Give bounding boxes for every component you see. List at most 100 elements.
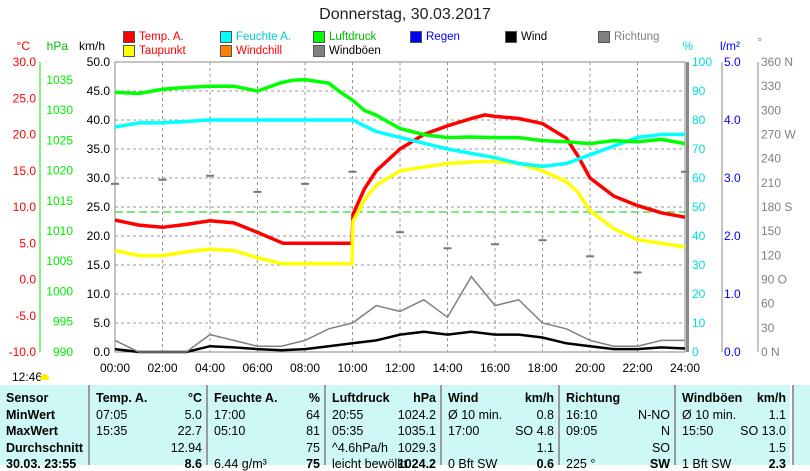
table-cell: Ø 10 min. <box>448 407 503 422</box>
rain-tick: 0.0 <box>724 345 741 359</box>
wind-tick: 15.0 <box>87 258 111 272</box>
pressure-tick: 1025 <box>46 133 73 147</box>
temp-tick: 5.0 <box>19 236 36 250</box>
table-cell: SO 4.8 <box>515 424 554 438</box>
direction-mark <box>158 178 167 181</box>
legend-swatch <box>313 45 325 57</box>
direction-tick: 240 <box>761 152 781 166</box>
series-line-3 <box>114 77 686 146</box>
table-cell: 15:35 <box>96 424 128 438</box>
direction-tick: 360 N <box>761 55 793 69</box>
table-cell: 20:55 <box>332 407 364 422</box>
legend-label: Taupunkt <box>139 45 186 57</box>
legend-label: Wind <box>521 31 548 43</box>
time-tick: 12:00 <box>385 361 415 375</box>
stats-table: Sensor MinWert MaxWert Durchschnitt 30.03. 2… <box>0 385 792 471</box>
table-cell: 22.7 <box>177 424 202 438</box>
rain-tick: 1.0 <box>724 287 741 301</box>
table-cell: 0 Bft SW <box>448 457 498 471</box>
table-cell: MaxWert <box>6 424 58 438</box>
table-cell: MinWert <box>6 407 56 422</box>
time-tick: 06:00 <box>242 361 272 375</box>
legend-item: Taupunkt <box>123 45 186 57</box>
table-cell: ^4.6hPa/h <box>332 440 388 455</box>
table-cell: 1.1 <box>768 407 786 422</box>
table-cell: 17:00 <box>214 407 246 422</box>
direction-mark <box>586 255 594 258</box>
legend-label: Feuchte A. <box>236 31 291 43</box>
humidity-tick: 60 <box>692 171 706 185</box>
wind-tick: 35.0 <box>87 142 111 156</box>
table-cell: 75 <box>306 457 320 471</box>
humidity-unit: % <box>682 39 693 53</box>
legend-item: Wind <box>505 31 547 43</box>
wind-tick: 45.0 <box>87 84 111 98</box>
direction-unit: ° <box>757 35 762 49</box>
table-cell: 30.03. 23:55 <box>6 457 77 471</box>
table-cell: 75 <box>306 440 320 455</box>
table-cell: 8.6 <box>184 457 202 471</box>
direction-tick: 270 W <box>761 128 796 142</box>
legend-label: Regen <box>426 31 460 43</box>
scrollbar[interactable] <box>792 385 810 465</box>
sun-icon <box>40 374 49 380</box>
direction-mark <box>396 231 404 234</box>
humidity-tick: 90 <box>692 84 706 98</box>
temp-tick: 10.0 <box>13 200 37 214</box>
wind-tick: 25.0 <box>87 200 111 214</box>
rain-tick: 2.0 <box>724 229 741 243</box>
legend-item: Windchill <box>220 45 282 57</box>
wind-tick: 20.0 <box>87 229 111 243</box>
table-cell: Durchschnitt <box>6 440 84 455</box>
humidity-tick: 20 <box>692 287 706 301</box>
direction-tick: 330 <box>761 79 781 93</box>
time-tick: 24:00 <box>670 361 700 375</box>
table-cell: 16:10 <box>566 407 598 422</box>
table-column: Sensor MinWert MaxWert Durchschnitt 30.03. 2… <box>0 385 88 471</box>
direction-mark <box>348 170 357 173</box>
table-column: Luftdruck hPa 20:55 1024.2 05:35 1035.1 ^4.6hP… <box>324 385 442 471</box>
table-cell: km/h <box>524 391 554 405</box>
table-cell: 1029.3 <box>397 440 436 455</box>
wind-tick: 30.0 <box>87 171 111 185</box>
table-column: Windböen km/h Ø 10 min. 1.1 15:50 SO 13.0 1.5 1… <box>674 385 792 471</box>
time-tick: 18:00 <box>527 361 557 375</box>
table-cell: Feuchte A. <box>214 391 278 405</box>
legend-swatch <box>505 31 517 43</box>
table-cell: 12.94 <box>170 440 202 455</box>
table-cell: 225 ° <box>566 457 596 471</box>
time-tick: 00:00 <box>100 361 130 375</box>
rain-tick: 4.0 <box>724 113 741 127</box>
time-tick: 22:00 <box>622 361 652 375</box>
direction-mark <box>633 271 642 274</box>
pressure-tick: 1005 <box>46 254 73 268</box>
temp-tick: 0.0 <box>19 273 36 287</box>
direction-tick: 60 <box>761 297 775 311</box>
table-cell: Wind <box>448 391 479 405</box>
table-column: Feuchte A.% 17:00 64 05:10 81 75 6.44 g/m³ 75 <box>206 385 326 471</box>
legend-item: Richtung <box>598 31 659 43</box>
table-cell: Ø 10 min. <box>682 407 737 422</box>
time-tick: 20:00 <box>575 361 605 375</box>
chart-title: Donnerstag, 30.03.2017 <box>319 6 491 23</box>
table-cell: 1035.1 <box>397 424 436 438</box>
direction-tick: 0 N <box>761 345 780 359</box>
humidity-tick: 30 <box>692 258 706 272</box>
table-cell: leicht bewölkt <box>332 457 408 471</box>
legend-label: Luftdruck <box>329 31 377 43</box>
table-cell: 1.5 <box>768 440 786 455</box>
pressure-tick: 1030 <box>46 103 73 117</box>
legend-label: Windchill <box>236 45 283 57</box>
humidity-tick: 40 <box>692 229 706 243</box>
pressure-tick: 1000 <box>46 284 73 298</box>
direction-tick: 120 <box>761 248 781 262</box>
time-tick: 10:00 <box>337 361 367 375</box>
table-cell: SO <box>651 440 670 455</box>
legend-swatch <box>123 45 135 57</box>
rain-tick: 3.0 <box>724 171 741 185</box>
direction-mark <box>443 247 452 250</box>
pressure-tick: 990 <box>53 345 73 359</box>
pressure-tick: 1015 <box>46 194 73 208</box>
table-cell: 1.1 <box>536 440 554 455</box>
humidity-tick: 50 <box>692 200 706 214</box>
